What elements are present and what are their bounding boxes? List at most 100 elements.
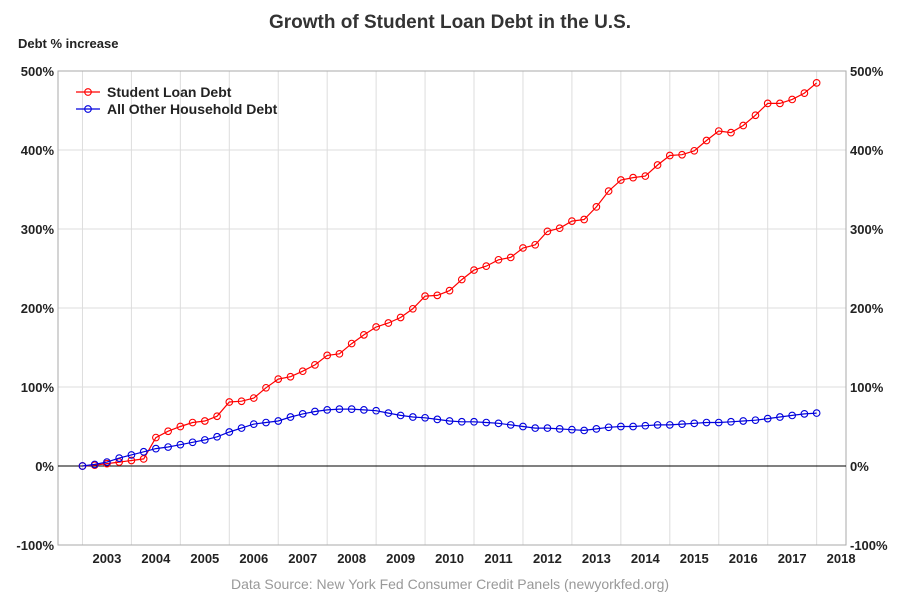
data-point bbox=[494, 255, 503, 264]
data-point bbox=[176, 422, 185, 431]
data-point bbox=[555, 425, 564, 433]
data-point bbox=[384, 319, 393, 327]
data-point bbox=[347, 339, 356, 348]
y-tick-label-right: 200% bbox=[850, 301, 884, 316]
data-point bbox=[457, 275, 466, 284]
data-point bbox=[200, 417, 209, 425]
data-point bbox=[690, 146, 699, 155]
x-tick-label: 2004 bbox=[141, 551, 171, 566]
data-point bbox=[335, 349, 344, 358]
data-point bbox=[494, 419, 503, 428]
x-tick-label: 2006 bbox=[239, 551, 268, 566]
data-point bbox=[678, 150, 686, 159]
chart-title: Growth of Student Loan Debt in the U.S. bbox=[269, 12, 631, 33]
data-point bbox=[739, 121, 748, 130]
data-point bbox=[727, 417, 735, 426]
y-tick-label-right: 300% bbox=[850, 222, 884, 237]
data-point bbox=[617, 176, 625, 184]
data-point bbox=[188, 418, 197, 427]
data-point bbox=[139, 447, 148, 456]
data-point bbox=[629, 173, 637, 182]
y-tick-label-left: 500% bbox=[21, 64, 55, 79]
data-point bbox=[641, 172, 650, 180]
data-point bbox=[568, 425, 576, 434]
data-point bbox=[714, 127, 723, 135]
y-axis-label: Debt % increase bbox=[18, 36, 118, 51]
data-point bbox=[776, 99, 784, 108]
data-point bbox=[286, 372, 295, 381]
data-point bbox=[470, 417, 478, 426]
data-point bbox=[531, 240, 540, 249]
data-point bbox=[311, 361, 319, 369]
data-point bbox=[788, 95, 797, 104]
data-source-note: Data Source: New York Fed Consumer Credi… bbox=[231, 576, 669, 592]
data-point bbox=[164, 443, 172, 451]
data-point bbox=[543, 424, 552, 432]
data-point bbox=[788, 411, 797, 420]
data-point bbox=[629, 422, 637, 431]
y-tick-label-left: -100% bbox=[16, 538, 54, 553]
data-point bbox=[323, 406, 332, 414]
series-student-loan-debt bbox=[78, 78, 821, 470]
y-tick-label-left: 300% bbox=[21, 222, 55, 237]
data-point bbox=[604, 423, 613, 432]
data-point bbox=[763, 414, 772, 423]
data-point bbox=[408, 304, 417, 313]
data-point bbox=[384, 409, 393, 417]
data-point bbox=[433, 291, 442, 300]
y-tick-label-right: 500% bbox=[850, 64, 884, 79]
data-point bbox=[776, 413, 784, 421]
data-point bbox=[531, 424, 540, 432]
data-point bbox=[103, 458, 111, 466]
data-point bbox=[690, 419, 699, 428]
data-point bbox=[763, 99, 772, 108]
data-point bbox=[225, 398, 234, 406]
data-point bbox=[274, 375, 283, 383]
data-point bbox=[506, 421, 515, 429]
data-point bbox=[617, 422, 625, 431]
data-point bbox=[213, 432, 221, 441]
data-point bbox=[751, 416, 760, 425]
data-point bbox=[604, 187, 613, 195]
series-other-household-debt bbox=[78, 405, 821, 470]
x-tick-label: 2013 bbox=[582, 551, 611, 566]
data-point bbox=[653, 421, 662, 429]
y-axis-right: -100% 0% 100% 200% 300% 400% 500% bbox=[850, 64, 888, 553]
data-point bbox=[506, 253, 515, 262]
data-point bbox=[152, 444, 160, 453]
data-point bbox=[213, 412, 221, 421]
data-point bbox=[152, 433, 160, 442]
data-point bbox=[347, 405, 356, 413]
data-point bbox=[702, 418, 711, 427]
data-point bbox=[580, 426, 588, 435]
y-tick-label-right: 400% bbox=[850, 143, 884, 158]
legend-marker bbox=[84, 105, 92, 113]
data-point bbox=[408, 413, 417, 421]
x-tick-label: 2007 bbox=[288, 551, 317, 566]
x-tick-label: 2015 bbox=[680, 551, 709, 566]
data-point bbox=[311, 407, 319, 416]
data-point bbox=[751, 111, 760, 120]
data-point bbox=[298, 367, 307, 376]
data-point bbox=[274, 417, 283, 425]
data-point bbox=[90, 460, 99, 469]
series-line bbox=[82, 408, 817, 467]
data-point bbox=[641, 421, 650, 430]
x-tick-label: 2010 bbox=[435, 551, 464, 566]
data-point bbox=[421, 292, 429, 301]
data-point bbox=[433, 415, 442, 424]
y-tick-label-right: 0% bbox=[850, 459, 869, 474]
data-point bbox=[188, 438, 197, 447]
x-tick-label: 2008 bbox=[337, 551, 366, 566]
data-point bbox=[800, 89, 809, 97]
data-point bbox=[127, 451, 136, 459]
data-point bbox=[519, 422, 527, 431]
series-line bbox=[82, 82, 817, 467]
data-point bbox=[176, 440, 185, 449]
data-point bbox=[372, 323, 380, 331]
data-point bbox=[457, 417, 466, 426]
data-point bbox=[115, 458, 124, 466]
data-point bbox=[482, 418, 491, 427]
data-point bbox=[739, 417, 748, 425]
